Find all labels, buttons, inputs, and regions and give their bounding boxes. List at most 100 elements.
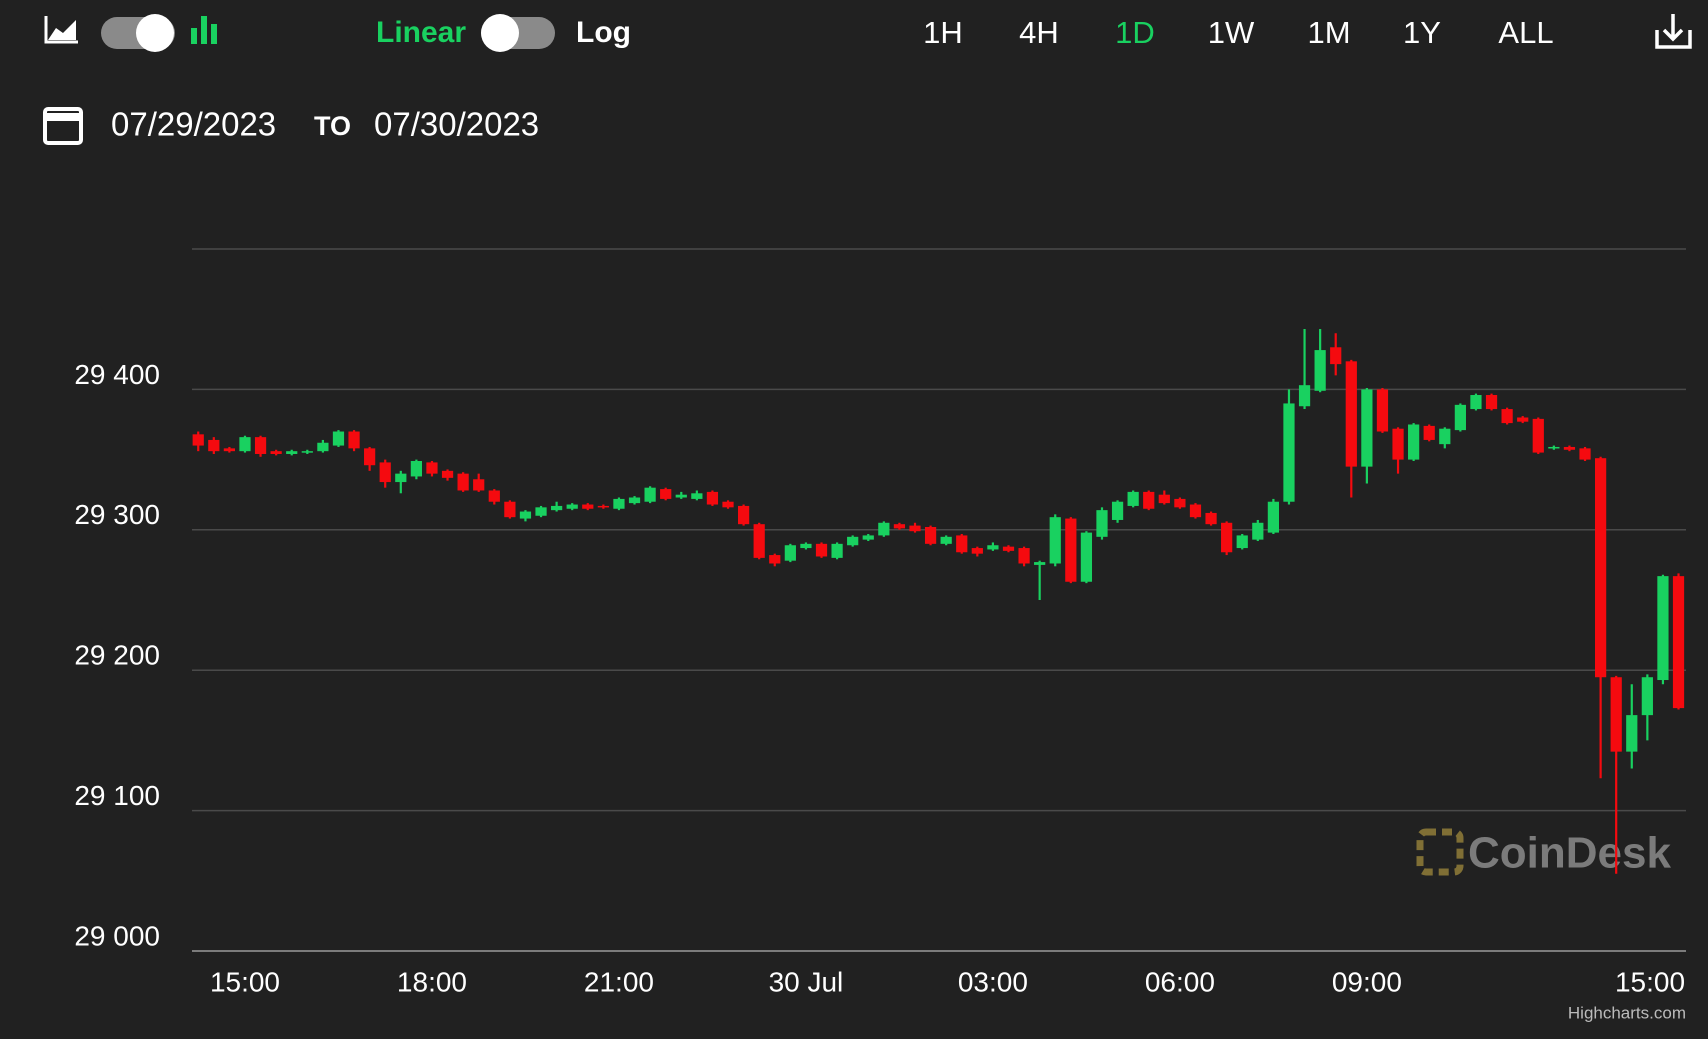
candle [301, 449, 313, 454]
candle-body [940, 536, 952, 544]
candle [1548, 445, 1560, 450]
candle [254, 435, 267, 457]
candle [924, 525, 937, 546]
candle [504, 500, 516, 519]
candle-body [223, 448, 236, 452]
calendar-icon[interactable] [43, 107, 83, 145]
candle [488, 489, 500, 505]
date-to[interactable]: 07/30/2023 [374, 106, 539, 143]
candle [270, 449, 282, 456]
candle-icon[interactable] [191, 16, 217, 44]
candle-body [691, 493, 703, 499]
icon-bar [191, 28, 197, 44]
candle [317, 439, 329, 453]
candle-body [1065, 518, 1077, 582]
candle-body [348, 431, 360, 449]
candle-body [1548, 446, 1560, 449]
x-tick-label: 06:00 [1145, 966, 1215, 997]
candle-body [364, 448, 376, 466]
watermark-text: CoinDesk [1468, 829, 1671, 878]
candle [519, 510, 532, 522]
candle-body [192, 434, 204, 446]
candle [1174, 497, 1186, 509]
candle-body [1408, 424, 1420, 460]
candle-body [1298, 385, 1311, 407]
candle-body [1111, 501, 1124, 520]
candle [1408, 423, 1420, 462]
candle-body [1439, 428, 1451, 445]
range-button[interactable]: ALL [1498, 15, 1553, 50]
candle [1018, 546, 1030, 567]
candle [1579, 446, 1591, 462]
candle-body [613, 498, 625, 509]
linear-label[interactable]: Linear [376, 16, 466, 49]
candle [613, 497, 625, 511]
candle-body [208, 439, 220, 452]
candle-body [1626, 715, 1638, 752]
candle-body [597, 505, 609, 508]
candle-body [1096, 510, 1108, 537]
date-from[interactable]: 07/29/2023 [111, 106, 276, 143]
candle-body [1205, 512, 1217, 525]
credits[interactable]: Highcharts.com [1568, 1003, 1686, 1022]
candle [473, 473, 485, 492]
area-chart-icon[interactable] [44, 16, 78, 44]
candle-body [956, 535, 968, 553]
y-tick-label: 29 200 [74, 640, 160, 671]
candle-body [566, 504, 578, 509]
x-tick-label: 18:00 [397, 966, 467, 997]
candle-body [847, 536, 859, 546]
candle-body [1158, 494, 1170, 504]
candle-body [1532, 418, 1544, 453]
candle-body [1080, 532, 1093, 582]
x-tick-label: 30 Jul [769, 966, 844, 997]
candle-body [1002, 546, 1015, 551]
candle-body [286, 451, 298, 454]
download-icon[interactable] [1655, 14, 1692, 49]
range-button[interactable]: 1H [923, 15, 963, 50]
range-button[interactable]: 1Y [1403, 15, 1441, 50]
chart-type-toggle[interactable] [101, 14, 175, 52]
candle [769, 553, 781, 567]
toggle-knob [481, 14, 519, 52]
candle [395, 470, 407, 494]
candle [800, 542, 812, 550]
candle-body [1252, 522, 1264, 540]
candle [1189, 503, 1202, 519]
candle-body [1314, 350, 1326, 391]
candle [675, 491, 687, 499]
range-button[interactable]: 1D [1115, 15, 1155, 50]
candle [332, 430, 345, 447]
range-button[interactable]: 1W [1208, 15, 1255, 50]
candle-body [971, 548, 983, 554]
candle-body [426, 462, 438, 474]
log-label[interactable]: Log [576, 16, 631, 49]
toggle-knob [136, 14, 174, 52]
scale-toggle[interactable] [481, 14, 555, 52]
candle [847, 535, 859, 547]
candle-body [1392, 428, 1404, 460]
candle [1111, 500, 1124, 523]
candle-body [317, 442, 329, 452]
plot: 29 000 29 100 29 200 29 300 29 400 15:00 18:00… [74, 248, 1686, 997]
x-tick-label: 21:00 [584, 966, 654, 997]
candle-body [239, 437, 251, 452]
range-button[interactable]: 4H [1019, 15, 1059, 50]
watermark: CoinDesk [1416, 828, 1671, 878]
candle [815, 542, 828, 558]
candle [1454, 403, 1466, 432]
candle-body [660, 489, 672, 499]
candle [1314, 329, 1326, 393]
range-button[interactable]: 1M [1307, 15, 1350, 50]
candle [1485, 393, 1498, 411]
candle-body [1127, 491, 1139, 506]
icon-tray [1655, 30, 1692, 49]
candle [1002, 545, 1015, 553]
candle [784, 543, 796, 563]
candle-body [675, 494, 687, 498]
candle [1657, 574, 1669, 685]
candle-body [1641, 677, 1653, 716]
